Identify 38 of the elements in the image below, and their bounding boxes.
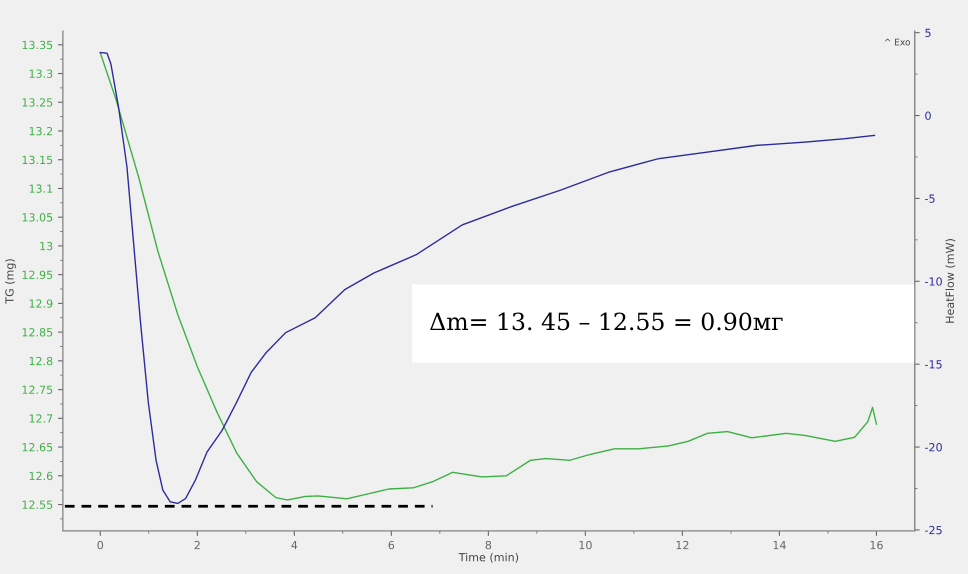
x-tick-label: 16: [870, 540, 883, 550]
x-tick-label: 2: [194, 540, 200, 550]
y2-tick-label: 0: [925, 112, 931, 120]
y-tick-label: 12.55: [22, 500, 52, 509]
y-tick-label: 12.7: [30, 414, 52, 423]
x-tick-label: 4: [291, 541, 298, 550]
x-tick-label: 8: [486, 540, 492, 550]
y-tick-label: 13: [40, 242, 52, 250]
y2-tick-label: -20: [925, 443, 942, 452]
y2-tick-label: -25: [925, 526, 942, 534]
y2-tick-label: -5: [925, 194, 935, 203]
y-tick-label: 12.65: [22, 443, 52, 452]
y-tick-label: 12.85: [22, 328, 52, 336]
y-tick-label: 13.2: [30, 126, 52, 136]
y2-axis-title: HeatFlow (mW): [945, 239, 956, 323]
x-tick-label: 6: [388, 540, 394, 550]
y-axis-title: TG (mg): [5, 259, 16, 304]
x-axis-title: Time (min): [458, 552, 518, 563]
annotation: Δm= 13. 45 – 12.55 = 0.90мг: [430, 312, 783, 330]
y2-tick-label: -15: [925, 360, 942, 369]
x-tick-label: 10: [580, 540, 592, 550]
x-tick-label: 12: [676, 540, 688, 550]
y-tick-label: 12.9: [30, 299, 52, 308]
y-tick-label: 12.6: [30, 472, 52, 480]
y-tick-label: 12.95: [22, 270, 52, 280]
annotation: ^ Exo: [884, 38, 910, 46]
y2-tick-label: 5: [925, 28, 931, 38]
y-tick-label: 12.8: [30, 356, 52, 366]
y-tick-label: 13.3: [30, 69, 52, 78]
y-tick-label: 12.75: [22, 386, 52, 394]
y-tick-label: 13.25: [22, 98, 52, 107]
y-tick-label: 13.35: [22, 40, 52, 50]
y-tick-label: 13.05: [22, 213, 52, 222]
x-tick-label: 0: [97, 540, 104, 550]
x-tick-label: 14: [774, 541, 786, 550]
y-tick-label: 13.15: [22, 156, 52, 164]
y2-tick-label: -10: [925, 277, 942, 286]
y-tick-label: 13.1: [30, 184, 52, 193]
